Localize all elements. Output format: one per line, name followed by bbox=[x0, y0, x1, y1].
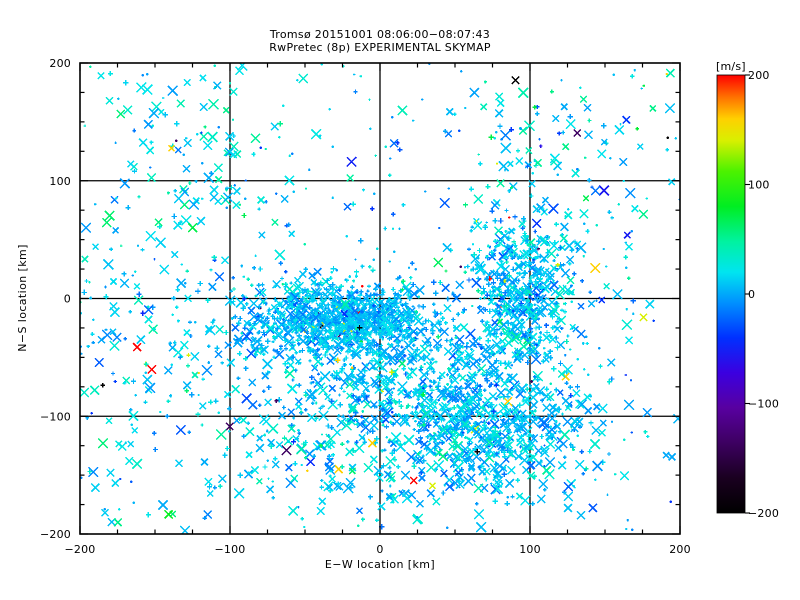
title-line-2: RwPretec (8p) EXPERIMENTAL SKYMAP bbox=[0, 41, 760, 54]
colorbar-unit-label: [m/s] bbox=[716, 60, 746, 73]
x-tick-label: −100 bbox=[214, 543, 245, 556]
colorbar-tick-label: −200 bbox=[748, 507, 779, 520]
axis-ticks bbox=[79, 62, 681, 535]
y-tick-label: −100 bbox=[40, 410, 71, 423]
x-tick-label: 0 bbox=[376, 543, 383, 556]
colorbar-tick-label: 200 bbox=[748, 69, 770, 82]
title-line-1: Tromsø 20151001 08:06:00−08:07:43 bbox=[0, 28, 760, 41]
y-tick-label: 200 bbox=[49, 57, 71, 70]
colorbar-ticks: 200 100 0 −100 −200 bbox=[745, 69, 779, 520]
x-axis-title: E−W location [km] bbox=[325, 558, 435, 571]
y-axis-title: N−S location [km] bbox=[16, 244, 29, 352]
x-tick-label: 200 bbox=[669, 543, 691, 556]
colorbar-tick-label: 0 bbox=[748, 288, 755, 301]
y-tick-label: 0 bbox=[64, 293, 71, 306]
colorbar-gradient-bar bbox=[716, 74, 746, 514]
axis-tick-labels: −200 −100 0 100 200 −200 −100 0 100 200 bbox=[40, 57, 691, 556]
colorbar-tick-label: 100 bbox=[748, 179, 770, 192]
x-tick-label: 100 bbox=[519, 543, 541, 556]
x-tick-label: −200 bbox=[64, 543, 95, 556]
figure-title: Tromsø 20151001 08:06:00−08:07:43 RwPret… bbox=[0, 28, 760, 54]
colorbar-tick-label: −100 bbox=[748, 398, 779, 411]
scatter-points bbox=[80, 63, 680, 534]
y-tick-label: 100 bbox=[49, 175, 71, 188]
y-tick-label: −200 bbox=[40, 528, 71, 541]
